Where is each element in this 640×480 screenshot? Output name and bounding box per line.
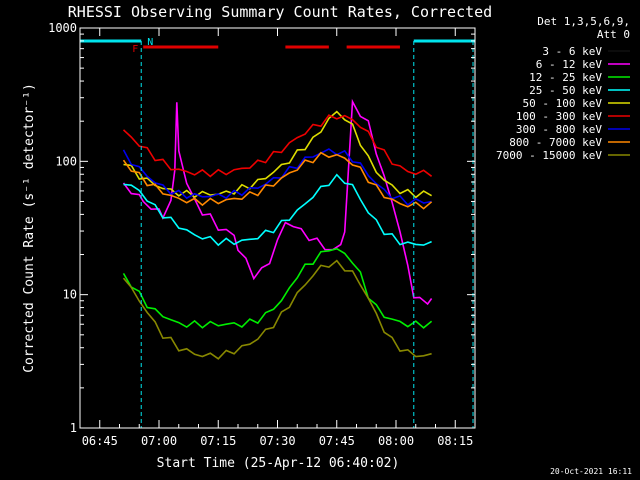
legend-entry-label: 100 - 300 keV <box>516 110 602 123</box>
series-line-8 <box>122 151 433 210</box>
x-tick-label: 07:15 <box>200 434 236 448</box>
flag-bars: NF <box>80 37 475 428</box>
legend-entry-label: 50 - 100 keV <box>523 97 603 110</box>
series-line-6 <box>122 114 433 178</box>
plot-series <box>122 98 433 409</box>
x-tick-label: 07:45 <box>319 434 355 448</box>
series-line-1 <box>122 117 433 409</box>
legend-entry-label: 3 - 6 keV <box>542 45 602 58</box>
legend-header-line-2: Att 0 <box>597 28 630 41</box>
series-line-4 <box>123 173 432 247</box>
series-line-9 <box>122 259 432 360</box>
y-tick-label: 10 <box>63 288 77 302</box>
y-tick-label: 100 <box>55 154 77 168</box>
y-tick-label: 1 <box>70 421 77 435</box>
chart-title: RHESSI Observing Summary Count Rates, Co… <box>68 3 492 21</box>
axis-ticks: 06:45 07:00 07:15 07:30 07:45 08:00 08:15 1 10 10… <box>48 21 476 448</box>
series-line-7 <box>122 148 432 206</box>
legend-entry-label: 12 - 25 keV <box>529 71 602 84</box>
y-axis-label: Corrected Count Rate (s⁻¹ detector⁻¹) <box>22 83 37 373</box>
legend-entry-label: 300 - 800 keV <box>516 123 602 136</box>
x-tick-label: 07:30 <box>259 434 295 448</box>
x-tick-label: 06:45 <box>82 434 118 448</box>
series-line-3 <box>122 247 433 329</box>
x-tick-label: 07:00 <box>141 434 177 448</box>
legend-entry-label: 800 - 7000 keV <box>509 136 602 149</box>
x-axis-label: Start Time (25-Apr-12 06:40:02) <box>157 456 400 471</box>
flare-label: F <box>132 44 138 55</box>
night-label: N <box>147 37 153 48</box>
legend-entry-label: 6 - 12 keV <box>536 58 603 71</box>
legend-entry-label: 7000 - 15000 keV <box>496 149 602 162</box>
y-tick-label: 1000 <box>48 21 77 35</box>
x-tick-label: 08:15 <box>437 434 473 448</box>
x-tick-label: 08:00 <box>378 434 414 448</box>
generation-timestamp: 20-Oct-2021 16:11 <box>550 467 632 476</box>
legend-header-line-1: Det 1,3,5,6,9, <box>537 15 630 28</box>
legend-entry-label: 25 - 50 keV <box>529 84 602 97</box>
